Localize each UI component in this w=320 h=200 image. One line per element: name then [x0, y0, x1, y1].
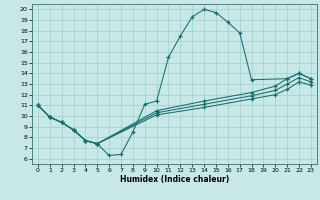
- X-axis label: Humidex (Indice chaleur): Humidex (Indice chaleur): [120, 175, 229, 184]
